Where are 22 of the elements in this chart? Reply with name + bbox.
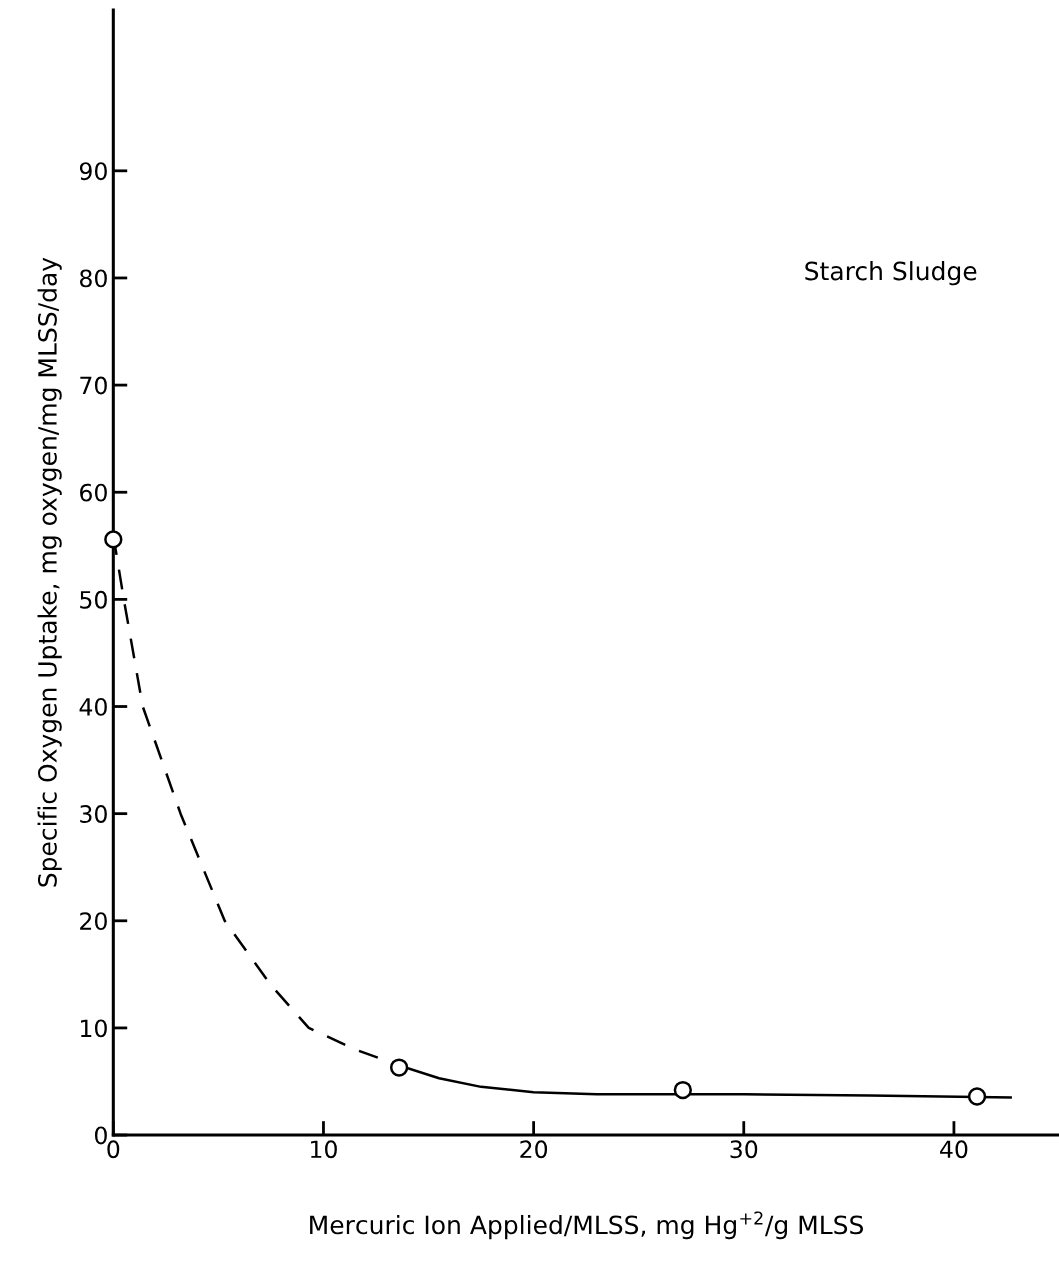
y-tick-label: 0 bbox=[94, 1126, 107, 1145]
y-tick-label: 80 bbox=[80, 269, 107, 288]
y-tick-label: 60 bbox=[80, 483, 107, 502]
x-tick-label: 30 bbox=[730, 1140, 758, 1159]
y-tick-label: 20 bbox=[80, 912, 107, 931]
y-tick-label: 50 bbox=[80, 590, 107, 609]
x-tick-label: 10 bbox=[311, 1140, 337, 1159]
y-tick-label: 40 bbox=[79, 697, 107, 716]
point bbox=[967, 1087, 987, 1106]
y-tick-label: 30 bbox=[80, 805, 107, 823]
x-tick-label: 20 bbox=[520, 1140, 548, 1159]
x-axis-title: Mercuric Ion Applied/MLSS, mg Hg$^{+2}$/g MLSS bbox=[310, 1211, 864, 1240]
point bbox=[673, 1080, 692, 1100]
y-axis-title: Specific Oxygen Uptake, mg oxygen/mg MLSS/day bbox=[37, 257, 62, 887]
point bbox=[104, 530, 123, 549]
y-tick-label: 10 bbox=[81, 1019, 107, 1038]
y-tick-label: 70 bbox=[80, 376, 107, 395]
x-tick-label: 0 bbox=[107, 1140, 120, 1159]
point bbox=[389, 1058, 409, 1077]
x-tick-label: 40 bbox=[940, 1140, 968, 1159]
y-tick-label: 90 bbox=[79, 162, 107, 181]
annotation: Starch Sludge bbox=[805, 261, 977, 286]
